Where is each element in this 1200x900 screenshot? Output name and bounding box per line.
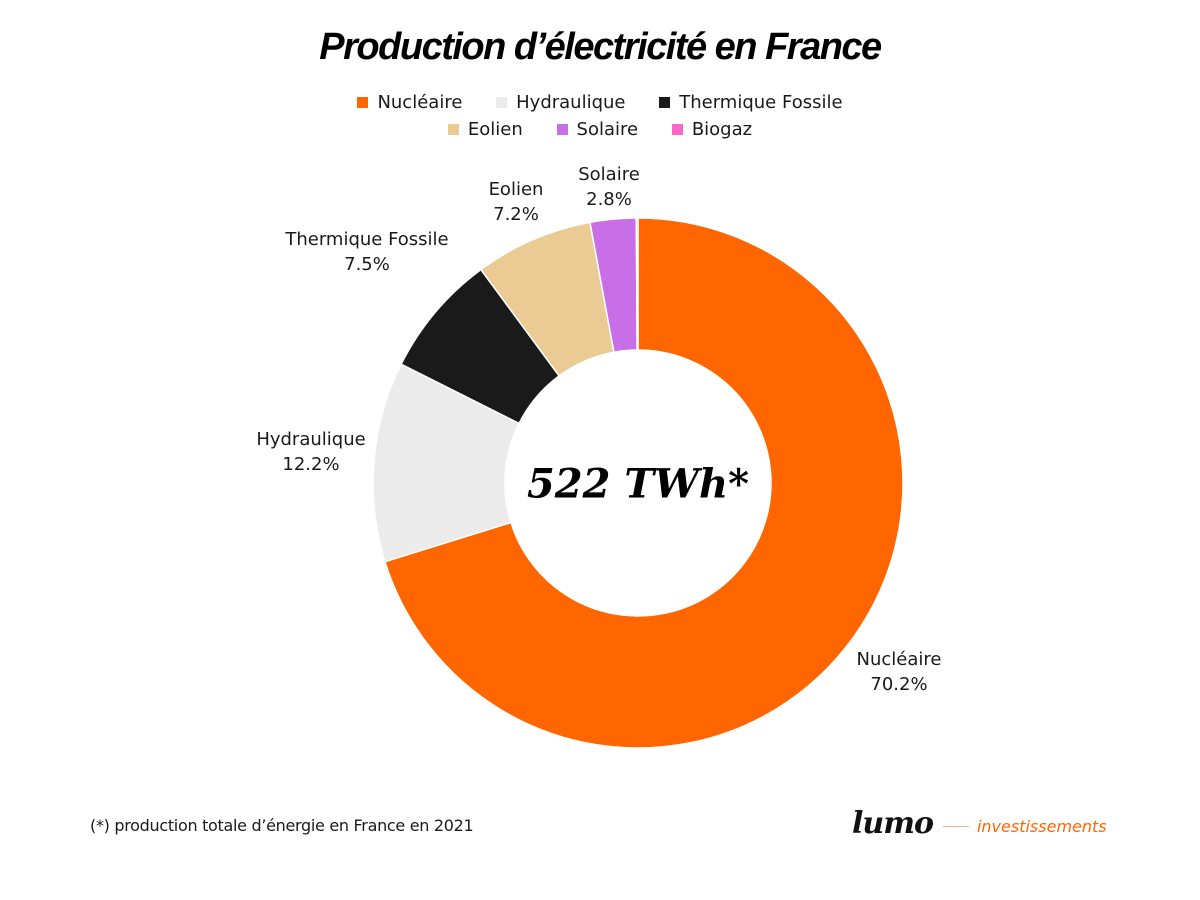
slice-label-value: 70.2% [870,674,928,695]
legend-item-hydraulique: Hydraulique [496,92,626,113]
slice-label-value: 12.2% [282,454,340,475]
legend-label: Biogaz [691,119,753,140]
logo-brand: lumo [852,806,934,841]
slice-label-value: 2.8% [586,189,632,210]
legend-swatch [659,97,671,108]
legend-row-1: Nucléaire Hydraulique Thermique Fossile [0,92,1200,113]
legend-item-thermique: Thermique Fossile [659,92,843,113]
slice-label-name: Hydraulique [256,429,366,450]
legend-swatch [556,124,568,135]
legend-item-solaire: Solaire [556,119,639,140]
slice-label-value: 7.5% [344,254,390,275]
slice-data-label: Hydraulique 12.2% [256,427,365,477]
slice-label-name: Eolien [488,179,544,200]
slice-data-label: Nucléaire 70.2% [857,647,942,697]
slice-data-label: Solaire 2.8% [578,162,640,212]
donut-slice-nucleaire [384,217,904,749]
slice-label-name: Nucléaire [856,649,942,670]
legend-label: Thermique Fossile [679,92,843,113]
slice-label-name: Thermique Fossile [285,229,449,250]
lumo-logo: lumo investissements [852,806,1107,841]
slice-data-label: Thermique Fossile 7.5% [285,227,448,277]
donut-slice-biogaz [635,217,639,351]
legend-label: Nucléaire [377,92,463,113]
legend-item-eolien: Eolien [447,119,523,140]
legend-item-biogaz: Biogaz [671,119,753,140]
slice-label-name: Solaire [578,164,640,185]
legend-label: Hydraulique [516,92,626,113]
legend-swatch [447,124,459,135]
logo-divider [942,826,969,827]
legend-swatch [496,97,508,108]
legend-swatch [671,124,683,135]
center-total-label: 522 TWh* [526,460,750,508]
chart-title: Production d’électricité en France [319,26,882,68]
legend-swatch [357,97,369,108]
logo-tagline: investissements [976,817,1107,836]
legend-label: Eolien [467,119,523,140]
slice-data-label: Eolien 7.2% [489,177,544,227]
legend-row-2: Eolien Solaire Biogaz [0,119,1200,140]
footnote: (*) production totale d’énergie en Franc… [90,816,474,835]
slice-label-value: 7.2% [493,204,539,225]
legend-item-nucleaire: Nucléaire [357,92,462,113]
legend-label: Solaire [576,119,639,140]
